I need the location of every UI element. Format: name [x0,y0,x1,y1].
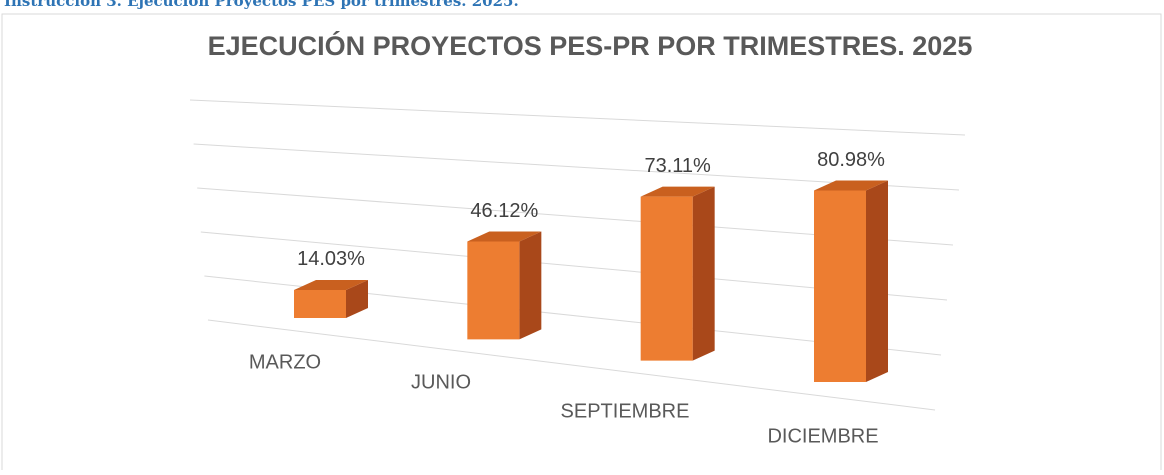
data-label: 14.03% [297,248,365,270]
grid-line [193,143,960,191]
bar-side [866,180,888,382]
bar-top [640,186,715,197]
bar-side [692,186,715,361]
bar-top [814,180,888,191]
bar [640,186,715,361]
chart-border [1,13,1162,475]
chart-title: EJECUCIÓN PROYECTOS PES-PR POR TRIMESTRE… [208,30,973,61]
data-label: 46.12% [470,200,538,222]
grid-line [207,319,936,411]
x-tick-label: DICIEMBRE [767,425,878,447]
bar-front [467,241,520,340]
bar-front [814,190,866,382]
bar-top [467,231,542,242]
heading: Instrucción 3. Ejecución Proyectos PES p… [4,0,519,10]
bar [467,231,542,340]
x-tick-label: JUNIO [411,371,471,393]
bar-side [346,279,368,318]
bar-front [640,196,693,361]
grid-line [189,99,966,136]
data-label: 80.98% [817,149,885,171]
x-tick-label: SEPTIEMBRE [561,400,690,422]
bar [814,180,888,382]
bar-front [294,289,346,318]
bar-side [519,231,542,340]
x-tick-label: MARZO [249,351,321,373]
bar [294,279,368,318]
data-label: 73.11% [644,155,711,177]
bar-top [294,279,368,290]
